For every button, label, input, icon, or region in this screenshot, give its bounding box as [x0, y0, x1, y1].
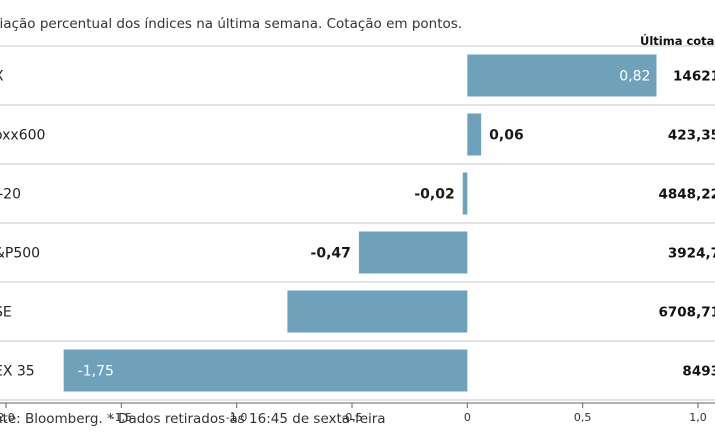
price-label: 3924,7 [668, 246, 715, 262]
price-label: 4848,22 [659, 187, 715, 203]
chart-footnote: nte: Bloomberg. * Dados retirados às 16:… [0, 411, 386, 427]
data-label: -0,02 [414, 187, 454, 203]
bar [462, 172, 468, 215]
bar [287, 290, 468, 333]
category-label: oxx600 [0, 128, 45, 144]
x-tick-label: 2,0 [0, 411, 15, 424]
x-tick-label: -1,0 [226, 411, 247, 424]
category-label: &P500 [0, 246, 40, 262]
price-label: 14621 [673, 69, 715, 85]
data-label: -1,75 [78, 364, 114, 380]
x-tick-label: 1,0 [689, 411, 707, 424]
x-tick-label: -1,5 [111, 411, 132, 424]
category-label: I-20 [0, 187, 21, 203]
price-label: 6708,71 [659, 305, 715, 321]
price-label: 423,35 [668, 128, 715, 144]
price-column-header: Última cotaç [640, 34, 715, 48]
bar [63, 349, 468, 392]
data-label: -0,47 [311, 246, 351, 262]
bar [467, 113, 482, 156]
x-tick-label: -0,5 [341, 411, 362, 424]
chart-subtitle: riação percentual dos índices na última … [0, 16, 463, 32]
data-label: -0,78 [243, 305, 279, 321]
x-tick-label: 0,5 [574, 411, 592, 424]
bar [358, 231, 468, 274]
category-label: EX 35 [0, 364, 35, 380]
data-label: 0,82 [619, 69, 650, 85]
x-tick-label: 0 [464, 411, 471, 424]
category-label: SE [0, 305, 12, 321]
data-label: 0,06 [489, 128, 524, 144]
category-label: X [0, 69, 4, 85]
price-label: 8493 [682, 364, 715, 380]
bar [467, 54, 657, 97]
